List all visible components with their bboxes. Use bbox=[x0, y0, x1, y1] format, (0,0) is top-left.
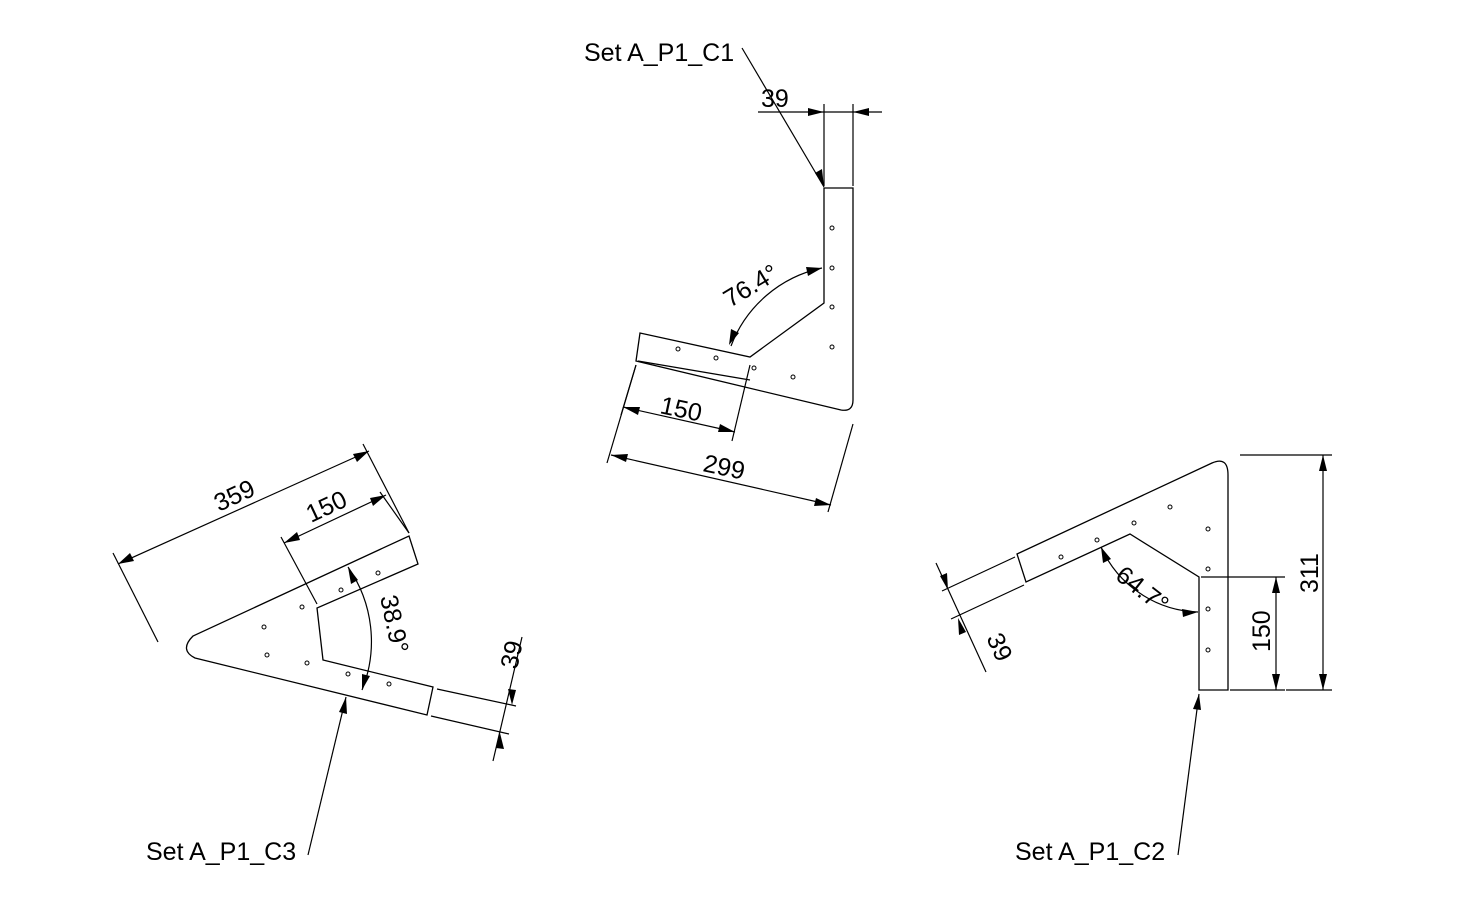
part-c2-dim-inner: 150 bbox=[1201, 576, 1285, 691]
part-c2-outline bbox=[1016, 460, 1229, 691]
part-c2-dim-angle-text: 64.7° bbox=[1110, 561, 1173, 619]
part-c1-dim-width: 39 bbox=[758, 85, 882, 186]
part-c3-label: Set A_P1_C3 bbox=[146, 696, 347, 866]
part-c2-dim-inner-text: 150 bbox=[1248, 610, 1276, 652]
part-c1-dim-length-text: 299 bbox=[701, 449, 748, 485]
part-c1-label-text: Set A_P1_C1 bbox=[584, 39, 734, 67]
part-c1-dim-angle-text: 76.4° bbox=[719, 259, 784, 313]
part-c3-dim-length-text: 359 bbox=[210, 474, 260, 517]
part-c3-holes bbox=[261, 570, 392, 687]
part-c2-dim-length-text: 311 bbox=[1296, 553, 1324, 593]
part-c3-dim-width: 39 bbox=[430, 636, 529, 762]
part-c2-dim-width-text: 39 bbox=[981, 629, 1018, 666]
part-c3-label-text: Set A_P1_C3 bbox=[146, 838, 296, 866]
part-c3-dim-angle-text: 38.9° bbox=[374, 592, 414, 655]
part-c1-dim-width-text: 39 bbox=[761, 85, 789, 113]
part-c1-bend-line bbox=[637, 360, 751, 381]
part-c2-dim-length: 311 bbox=[1240, 454, 1332, 691]
part-c2-label: Set A_P1_C2 bbox=[1015, 693, 1201, 866]
part-c1: 39 76.4° 150 299 bbox=[584, 39, 882, 513]
part-c1-label: Set A_P1_C1 bbox=[584, 39, 825, 188]
part-c3-outline bbox=[185, 535, 434, 716]
part-c2-label-text: Set A_P1_C2 bbox=[1015, 838, 1165, 866]
part-c1-holes bbox=[675, 225, 835, 380]
part-c1-dim-inner-text: 150 bbox=[658, 391, 705, 427]
part-c2: 64.7° 150 311 39 bbox=[935, 454, 1332, 866]
part-c3-dim-inner-text: 150 bbox=[302, 485, 352, 528]
part-c1-outline bbox=[635, 187, 854, 411]
part-c3: 38.9° 150 359 39 bbox=[112, 443, 529, 866]
part-c2-dim-width: 39 bbox=[935, 556, 1025, 673]
part-c2-holes bbox=[1058, 504, 1211, 653]
part-c3-dim-width-text: 39 bbox=[495, 638, 528, 671]
